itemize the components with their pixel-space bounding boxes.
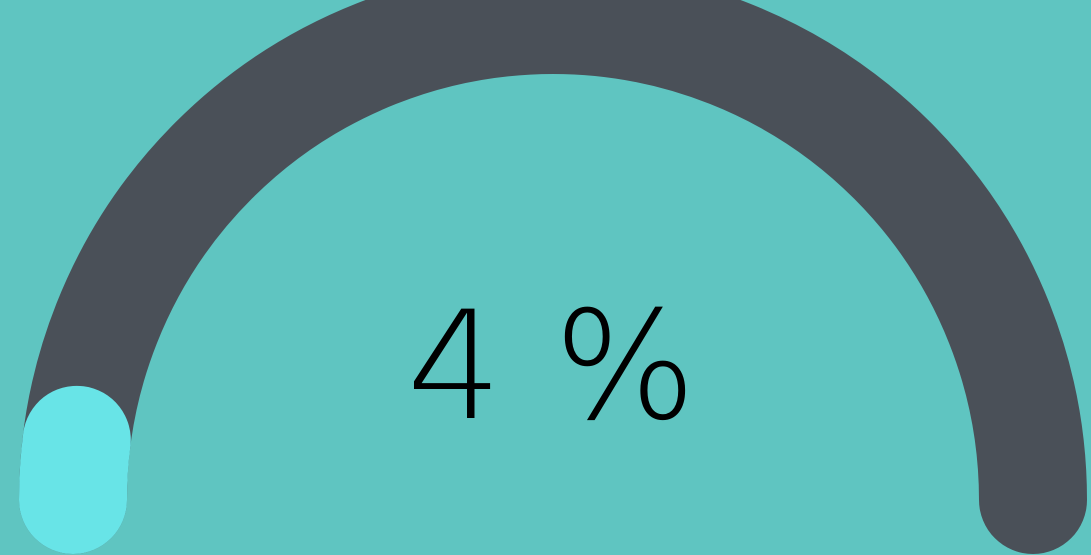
gauge-value-label: 4 % xyxy=(406,280,699,454)
gauge-track xyxy=(19,0,1087,554)
gauge-progress-arc xyxy=(19,385,131,554)
